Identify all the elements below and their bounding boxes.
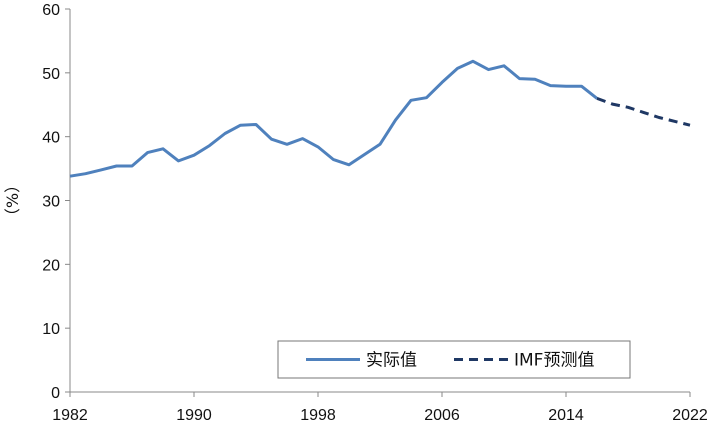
ticks: 0 10 20 30 40 50 60 1982 1990 1998 2006 2014 2022 — [42, 2, 708, 424]
legend: 实际值 IMF预测值 — [277, 340, 631, 379]
y-axis-label-group: （%） — [3, 177, 22, 224]
x-tick-label: 2022 — [672, 407, 708, 424]
legend-label: IMF预测值 — [514, 351, 594, 371]
axes — [69, 9, 690, 393]
x-tick-label: 1990 — [176, 407, 212, 424]
x-tick-label: 1998 — [300, 407, 336, 424]
y-tick-label: 40 — [42, 130, 60, 147]
series-line-actual — [69, 59, 598, 178]
x-tick-label: 1982 — [52, 407, 88, 424]
legend-label: 实际值 — [366, 351, 417, 371]
y-axis-label: （%） — [3, 177, 22, 224]
y-tick-label: 60 — [42, 2, 60, 19]
x-tick-label: 2014 — [548, 407, 584, 424]
series-line-forecast — [596, 96, 691, 127]
y-tick-label: 0 — [51, 385, 60, 402]
x-tick-label: 2006 — [424, 407, 460, 424]
y-tick-label: 30 — [42, 194, 60, 211]
series-layer — [69, 59, 691, 178]
y-tick-label: 20 — [42, 257, 60, 274]
y-tick-label: 10 — [42, 321, 60, 338]
y-tick-label: 50 — [42, 66, 60, 83]
